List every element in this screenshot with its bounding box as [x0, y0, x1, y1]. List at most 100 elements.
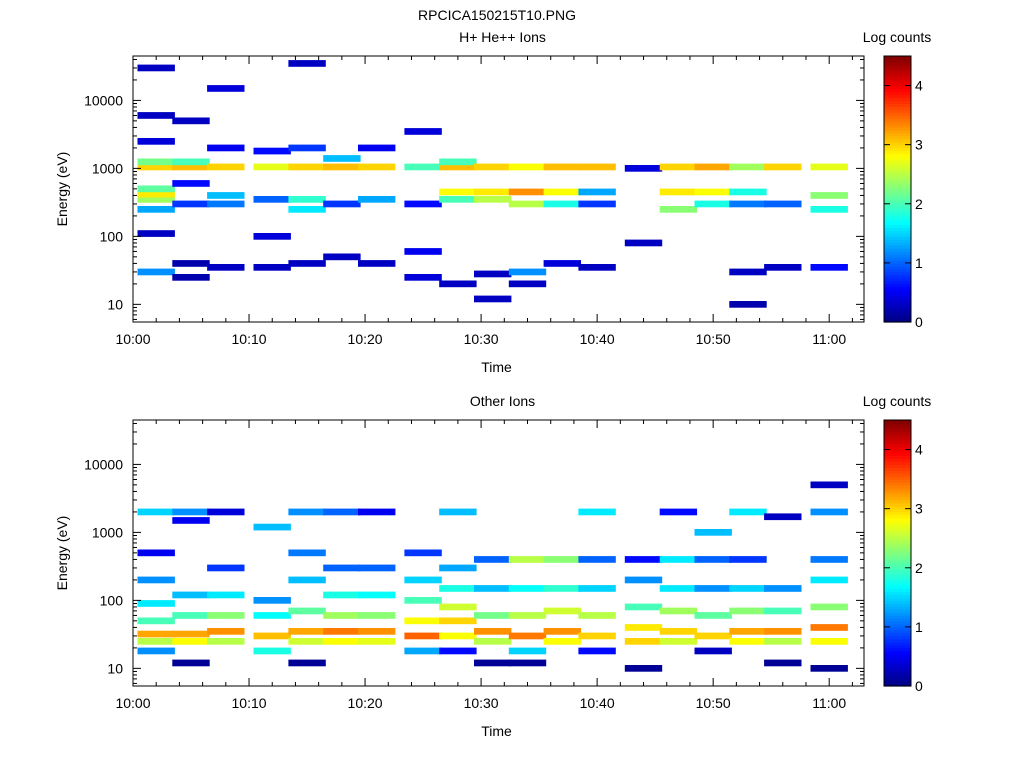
colorbar-segment: [884, 579, 911, 584]
heatmap-cell: [137, 163, 175, 171]
heatmap-cell: [207, 564, 245, 572]
x-axis-label: Time: [481, 723, 512, 739]
heatmap-cell: [729, 200, 767, 208]
heatmap-cell: [624, 665, 663, 672]
heatmap-cell: [659, 628, 698, 635]
colorbar-segment: [884, 209, 911, 214]
colorbar-segment: [884, 425, 911, 430]
colorbar-label: Log counts: [863, 29, 932, 45]
colorbar-tick-label: 2: [915, 196, 923, 212]
colorbar-segment: [884, 183, 911, 187]
heatmap-cell: [694, 200, 732, 208]
heatmap-cell: [439, 603, 477, 611]
heatmap-cell: [288, 576, 326, 584]
heatmap-cell: [323, 564, 361, 572]
heatmap-cell: [137, 600, 175, 607]
colorbar-segment: [884, 126, 911, 131]
heatmap-cell: [764, 638, 802, 645]
heatmap-cell: [358, 591, 396, 599]
colorbar-segment: [884, 437, 911, 442]
colorbar-segment: [884, 514, 911, 519]
colorbar-segment: [884, 118, 911, 122]
colorbar-segment: [884, 274, 911, 279]
colorbar-segment: [884, 153, 911, 158]
heatmap-cell: [508, 585, 547, 592]
colorbar-segment: [884, 680, 911, 684]
heatmap-cell: [810, 192, 848, 199]
colorbar-segment: [884, 508, 911, 513]
y-tick-label: 10000: [84, 456, 123, 472]
heatmap-cell: [508, 659, 547, 667]
colorbar-segment: [884, 236, 911, 240]
panel-2: 10:00 10:10 10:20 10:30 10:40 10:50 11:0010100…: [54, 393, 931, 739]
colorbar-segment: [884, 606, 911, 610]
heatmap-cell: [578, 188, 616, 196]
colorbar-segment: [884, 683, 911, 687]
colorbar-tick-label: 4: [915, 78, 923, 94]
colorbar-segment: [884, 541, 911, 545]
colorbar-segment: [884, 576, 911, 581]
heatmap-cell: [810, 508, 848, 516]
heatmap-cell: [578, 200, 616, 208]
x-tick-label: 10:50: [696, 695, 731, 711]
colorbar-segment: [884, 91, 911, 96]
colorbar-segment: [884, 629, 911, 634]
colorbar-segment: [884, 632, 911, 637]
heatmap-cell: [207, 85, 245, 92]
colorbar-segment: [884, 449, 911, 454]
colorbar-segment: [884, 485, 911, 489]
heatmap-cell: [474, 196, 512, 203]
heatmap-cell: [323, 253, 361, 261]
heatmap-cell: [358, 612, 396, 619]
heatmap-cell: [543, 556, 581, 563]
heatmap-cell: [729, 585, 767, 592]
heatmap-cell: [543, 585, 581, 592]
heatmap-cell: [659, 188, 698, 196]
heatmap-cell: [439, 158, 477, 166]
colorbar-segment: [884, 313, 911, 317]
colorbar-segment: [884, 440, 911, 445]
colorbar-segment: [884, 165, 911, 169]
colorbar-segment: [884, 191, 911, 196]
heatmap-cell: [729, 163, 767, 171]
colorbar-segment: [884, 428, 911, 433]
colorbar-segment: [884, 64, 911, 69]
x-tick-label: 10:30: [464, 331, 499, 347]
heatmap-cell: [543, 628, 581, 635]
heatmap-cell: [137, 185, 175, 193]
heatmap-cell: [288, 260, 326, 267]
heatmap-cell: [624, 638, 663, 645]
heatmap-cell: [694, 529, 732, 536]
colorbar-segment: [884, 487, 911, 492]
colorbar-segment: [884, 609, 911, 613]
heatmap-cell: [508, 280, 547, 288]
heatmap-cell: [694, 556, 732, 563]
heatmap-cell: [439, 632, 477, 640]
heatmap-cell: [810, 556, 848, 563]
heatmap-cell: [253, 647, 291, 655]
colorbar: 0 1 2 3 4 Log counts: [863, 29, 932, 330]
colorbar-segment: [884, 310, 911, 314]
colorbar-segment: [884, 283, 911, 288]
colorbar-segment: [884, 502, 911, 507]
heatmap-cell: [659, 206, 698, 213]
colorbar-segment: [884, 115, 911, 119]
panel-title: H+ He++ Ions: [459, 29, 546, 45]
colorbar-segment: [884, 58, 911, 63]
heatmap-cell: [764, 163, 802, 171]
y-tick-label: 1000: [92, 524, 123, 540]
heatmap-cell: [624, 624, 663, 631]
colorbar-tick-label: 4: [915, 442, 923, 458]
colorbar-segment: [884, 644, 911, 649]
colorbar-frame: [883, 419, 912, 687]
heatmap-cell: [729, 556, 767, 563]
colorbar-segment: [884, 656, 911, 660]
heatmap-cell: [439, 585, 477, 592]
colorbar-segment: [884, 200, 911, 205]
heatmap-cell: [358, 144, 396, 152]
heatmap-cell: [810, 206, 848, 213]
colorbar-segment: [884, 97, 911, 101]
colorbar-segment: [884, 156, 911, 161]
heatmap-cell: [578, 556, 616, 563]
heatmap-cell: [137, 617, 175, 625]
